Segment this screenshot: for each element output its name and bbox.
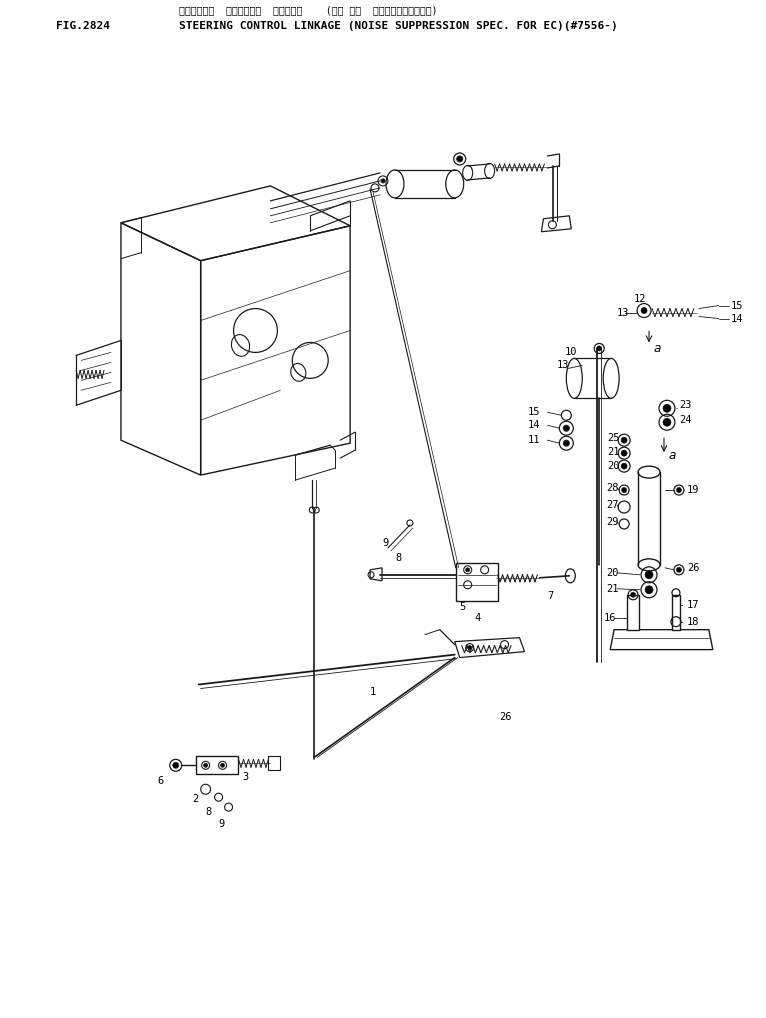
Text: 1: 1 — [370, 687, 376, 697]
Text: 5: 5 — [460, 602, 466, 612]
Text: 21: 21 — [606, 583, 619, 593]
Text: 27: 27 — [606, 500, 619, 510]
Text: 14: 14 — [731, 314, 743, 324]
Text: 18: 18 — [687, 617, 699, 627]
Text: 13: 13 — [617, 307, 630, 318]
Text: 7: 7 — [548, 590, 554, 601]
Circle shape — [621, 437, 627, 443]
Circle shape — [457, 156, 463, 162]
Text: 8: 8 — [395, 553, 401, 563]
Bar — [195, 756, 237, 775]
Text: 29: 29 — [606, 517, 619, 527]
Circle shape — [381, 179, 385, 183]
Ellipse shape — [638, 466, 660, 478]
Text: ステアリング  コントロール  リンケージ    (ＥＣ 仕様  ノイズサプレッション): ステアリング コントロール リンケージ (ＥＣ 仕様 ノイズサプレッション) — [178, 5, 437, 15]
Text: 20: 20 — [606, 568, 619, 578]
Circle shape — [204, 764, 208, 768]
Circle shape — [622, 488, 627, 493]
Circle shape — [466, 568, 470, 572]
Text: 14: 14 — [528, 420, 540, 431]
Text: 28: 28 — [606, 484, 619, 493]
Text: 23: 23 — [679, 400, 692, 410]
Circle shape — [621, 450, 627, 456]
Text: 8: 8 — [205, 807, 212, 817]
Ellipse shape — [566, 358, 582, 398]
Text: 2: 2 — [193, 794, 199, 804]
Text: 16: 16 — [604, 613, 617, 623]
Ellipse shape — [638, 559, 660, 571]
Circle shape — [645, 585, 653, 593]
Text: 12: 12 — [634, 293, 647, 303]
Text: 11: 11 — [528, 435, 540, 445]
Circle shape — [597, 346, 602, 351]
Text: FIG.2824: FIG.2824 — [56, 21, 110, 32]
Text: STEERING CONTROL LINKAGE (NOISE SUPPRESSION SPEC. FOR EC)(#7556-): STEERING CONTROL LINKAGE (NOISE SUPPRESS… — [178, 21, 617, 32]
Circle shape — [621, 463, 627, 469]
Bar — [456, 563, 498, 601]
Text: 21: 21 — [607, 447, 620, 457]
Text: 6: 6 — [158, 777, 164, 786]
Text: 26: 26 — [687, 563, 699, 573]
Text: 4: 4 — [475, 613, 481, 623]
Circle shape — [676, 488, 682, 493]
Bar — [627, 595, 639, 630]
Ellipse shape — [565, 569, 575, 582]
Circle shape — [563, 426, 569, 432]
Text: 25: 25 — [607, 434, 620, 443]
Circle shape — [468, 645, 472, 649]
Bar — [268, 756, 280, 771]
Circle shape — [663, 404, 671, 412]
Text: 24: 24 — [679, 415, 692, 426]
Circle shape — [645, 571, 653, 579]
Circle shape — [630, 592, 636, 598]
Text: 9: 9 — [382, 538, 388, 548]
Text: 19: 19 — [687, 485, 699, 495]
Text: 9: 9 — [218, 819, 225, 829]
Circle shape — [641, 307, 647, 314]
Circle shape — [663, 418, 671, 427]
Text: a: a — [654, 342, 662, 355]
Circle shape — [173, 762, 178, 769]
Ellipse shape — [603, 358, 619, 398]
Text: 13: 13 — [556, 360, 569, 371]
Circle shape — [221, 764, 224, 768]
Circle shape — [676, 567, 682, 572]
Text: a: a — [669, 449, 676, 461]
Text: 10: 10 — [565, 347, 577, 357]
Text: 17: 17 — [687, 600, 699, 610]
Text: 26: 26 — [499, 713, 512, 723]
Circle shape — [563, 440, 569, 446]
Bar — [672, 595, 680, 630]
Text: 15: 15 — [528, 407, 540, 417]
Text: 15: 15 — [731, 300, 743, 310]
Text: 20: 20 — [607, 461, 620, 471]
Text: 3: 3 — [243, 773, 249, 782]
